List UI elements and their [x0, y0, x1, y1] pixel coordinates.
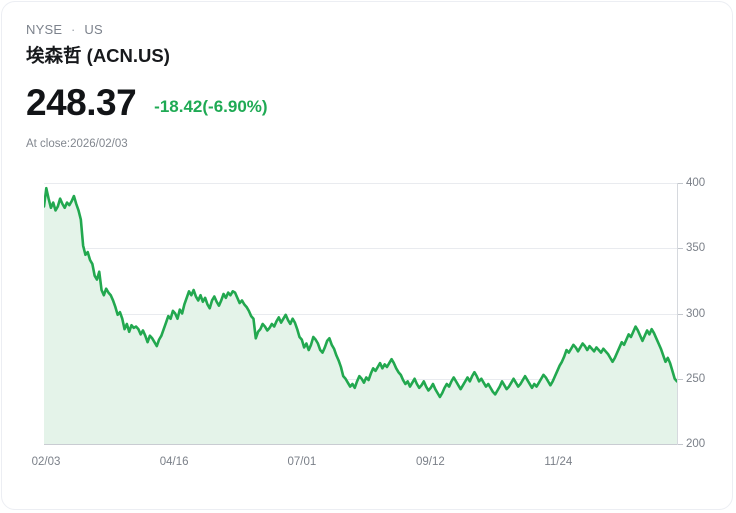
region-label: US — [84, 22, 103, 37]
chart-x-axis — [44, 444, 677, 445]
chart-y-tick-label: 400 — [686, 177, 706, 189]
market-status-note: At close:2026/02/03 — [26, 138, 128, 150]
chart-y-tick — [677, 248, 683, 250]
chart-y-tick-label: 350 — [686, 242, 706, 255]
chart-plot-area[interactable] — [44, 183, 677, 444]
chart-x-tick-label: 11/24 — [544, 456, 573, 468]
company-name: 埃森哲 — [26, 45, 82, 66]
chart-line-series — [44, 186, 677, 399]
page-title: 埃森哲 (ACN.US) — [26, 44, 666, 68]
chart-y-tick — [677, 444, 683, 445]
chart-gridline — [44, 183, 677, 184]
chart-y-tick — [677, 378, 683, 380]
chart-y-tick-label: 200 — [686, 438, 706, 450]
price-chart[interactable]: 400 350 300 250 200 02/03 04/16 07/01 09/12 11/2… — [2, 170, 732, 480]
chart-x-tick-label: 02/03 — [31, 456, 61, 468]
last-price: 248.37 — [26, 82, 137, 123]
exchange-region-row: NYSE · US — [26, 22, 666, 38]
quote-header: NYSE · US 埃森哲 (ACN.US) 248.37 -18.42(-6.… — [26, 22, 666, 151]
exchange-label: NYSE — [26, 22, 63, 37]
chart-gridline — [44, 248, 677, 250]
price-change: -18.42(-6.90%) — [154, 97, 268, 116]
chart-y-axis — [677, 183, 678, 445]
chart-x-tick-label: 04/16 — [159, 456, 189, 468]
chart-y-tick — [677, 183, 683, 184]
chart-y-tick-label: 300 — [686, 307, 706, 320]
chart-area-fill — [44, 188, 677, 444]
chart-series-svg — [44, 186, 677, 444]
chart-gridline — [44, 313, 677, 315]
bullet-separator-icon: · — [71, 22, 76, 37]
chart-y-tick-label: 250 — [686, 372, 706, 385]
chart-x-tick-label: 07/01 — [287, 456, 317, 468]
chart-y-tick — [677, 313, 683, 315]
price-row: 248.37 -18.42(-6.90%) — [26, 82, 666, 124]
chart-x-tick-label: 09/12 — [416, 456, 445, 468]
ticker-symbol: (ACN.US) — [86, 45, 170, 66]
